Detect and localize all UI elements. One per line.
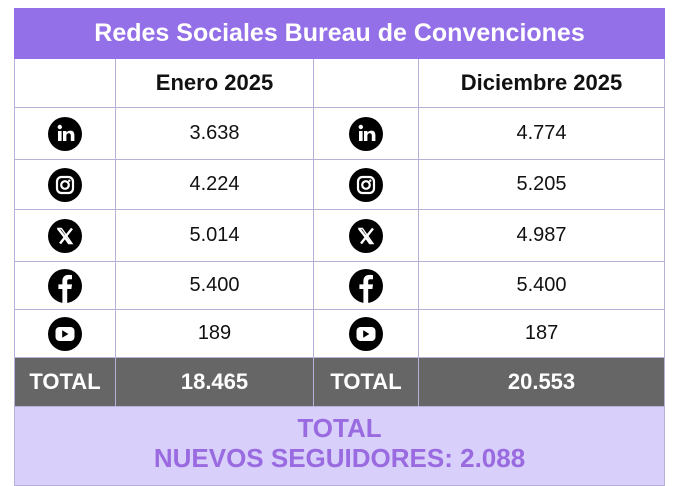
total-value: 20.553	[417, 357, 666, 407]
data-row: 4.224 5.205	[14, 159, 666, 210]
social-icon	[48, 218, 82, 253]
value-cell: 4.987	[417, 209, 666, 262]
social-icon	[48, 167, 82, 202]
value-cell: 5.400	[417, 261, 666, 310]
icon-cell	[14, 107, 116, 160]
footer-line: NUEVOS SEGUIDORES: 2.088	[153, 443, 526, 473]
icon-cell	[14, 159, 116, 210]
data-row: 5.014 4.987	[14, 209, 666, 262]
total-row: TOTAL 18.465 TOTAL 20.553	[14, 357, 666, 407]
value-cell: 189	[115, 309, 314, 358]
value-cell: 5.400	[115, 261, 314, 310]
social-icon	[48, 116, 82, 151]
social-icon	[349, 268, 383, 303]
icon-cell	[14, 209, 116, 262]
social-icon	[48, 268, 82, 303]
data-row: 5.400 5.400	[14, 261, 666, 310]
icon-cell	[313, 261, 419, 310]
value-cell: 5.014	[115, 209, 314, 262]
value-cell: 4.224	[115, 159, 314, 210]
icon-cell	[313, 309, 419, 358]
value-cell: 3.638	[115, 107, 314, 160]
total-label: TOTAL	[313, 357, 419, 407]
social-icon	[349, 218, 383, 253]
total-value: 18.465	[115, 357, 314, 407]
data-row: 3.638 4.774	[14, 107, 666, 160]
social-icon	[349, 116, 383, 151]
social-icon	[349, 167, 383, 202]
footer-cell: TOTAL NUEVOS SEGUIDORES: 2.088	[13, 406, 666, 486]
column-header: Diciembre 2025	[417, 58, 666, 108]
empty-cell	[313, 58, 419, 108]
total-label: TOTAL	[14, 357, 116, 407]
social-icon	[48, 316, 82, 351]
column-header: Enero 2025	[115, 58, 314, 108]
data-row: 189 187	[14, 309, 666, 358]
value-cell: 5.205	[417, 159, 666, 210]
title-row: Redes Sociales Bureau de Convenciones	[13, 8, 666, 59]
value-cell: 4.774	[417, 107, 666, 160]
footer-line: TOTAL	[297, 413, 382, 443]
icon-cell	[313, 209, 419, 262]
icon-cell	[313, 107, 419, 160]
empty-cell	[14, 58, 116, 108]
header-row: Enero 2025 Diciembre 2025	[14, 58, 666, 108]
value-cell: 187	[417, 309, 666, 358]
icon-cell	[313, 159, 419, 210]
icon-cell	[14, 261, 116, 310]
footer-row: TOTAL NUEVOS SEGUIDORES: 2.088	[13, 406, 666, 486]
social-icon	[349, 316, 383, 351]
icon-cell	[14, 309, 116, 358]
table-wrap: Redes Sociales Bureau de Convenciones En…	[13, 8, 666, 486]
title: Redes Sociales Bureau de Convenciones	[13, 8, 666, 59]
stats-table: Redes Sociales Bureau de Convenciones En…	[13, 8, 666, 486]
